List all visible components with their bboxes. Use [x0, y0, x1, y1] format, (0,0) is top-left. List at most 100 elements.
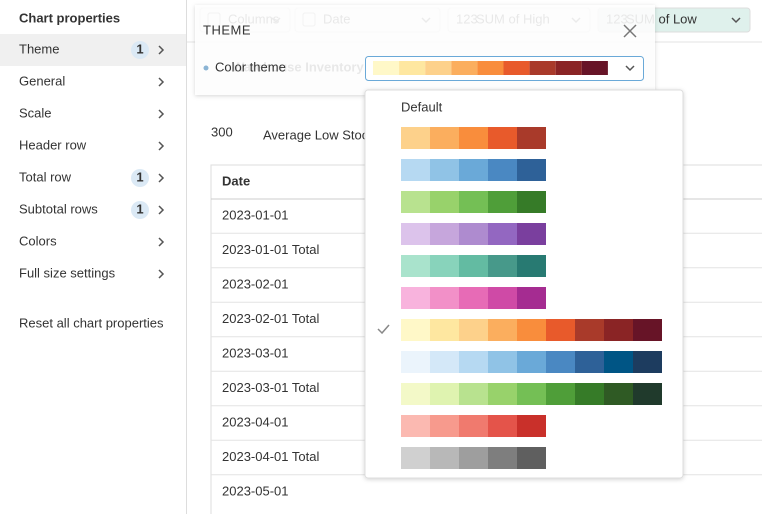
palette-swatch[interactable] — [517, 127, 546, 149]
palette-swatch[interactable] — [575, 351, 604, 373]
palette-swatch[interactable] — [604, 351, 633, 373]
palette-swatch[interactable] — [604, 319, 633, 341]
palette-swatch[interactable] — [401, 351, 430, 373]
palette-swatch[interactable] — [459, 191, 488, 213]
palette-swatch[interactable] — [430, 287, 459, 309]
palette-swatch[interactable] — [488, 255, 517, 277]
palette-swatch[interactable] — [488, 447, 517, 469]
palette-swatch[interactable] — [517, 223, 546, 245]
palette-swatch[interactable] — [459, 319, 488, 341]
palette-swatch[interactable] — [488, 159, 517, 181]
badge — [131, 169, 149, 187]
palette-swatch[interactable] — [517, 287, 546, 309]
palette-swatch[interactable] — [401, 159, 430, 181]
row-link[interactable]: 2023-04-01 — [222, 414, 289, 429]
badge-count: 1 — [136, 41, 143, 56]
field-dot — [203, 65, 209, 71]
palette-swatch[interactable] — [633, 319, 662, 341]
palette-swatch[interactable] — [517, 319, 546, 341]
palette-swatch[interactable] — [546, 351, 575, 373]
sidebar-title: Chart properties — [19, 10, 120, 25]
palette-swatch[interactable] — [430, 447, 459, 469]
palette-swatch[interactable] — [430, 255, 459, 277]
palette-swatch[interactable] — [459, 415, 488, 437]
palette-swatch[interactable] — [546, 319, 575, 341]
row-total: 2023-04-01 Total — [222, 449, 319, 464]
palette-swatch[interactable] — [401, 415, 430, 437]
palette-swatch[interactable] — [430, 223, 459, 245]
palette-swatch[interactable] — [401, 127, 430, 149]
palette-swatch[interactable] — [488, 287, 517, 309]
palette-swatch[interactable] — [459, 447, 488, 469]
selected-swatch — [451, 61, 478, 75]
menu-chevron — [158, 173, 165, 183]
selected-swatch — [503, 61, 530, 75]
menu-item[interactable]: General — [19, 73, 65, 88]
select-chevron — [625, 65, 635, 72]
palette-swatch[interactable] — [488, 127, 517, 149]
palette-swatch[interactable] — [401, 319, 430, 341]
palette-swatch[interactable] — [401, 191, 430, 213]
palette-swatch[interactable] — [401, 287, 430, 309]
palette-swatch[interactable] — [401, 447, 430, 469]
menu-item[interactable]: Header row — [19, 137, 87, 152]
palette-swatch[interactable] — [430, 415, 459, 437]
menu-item[interactable]: Colors — [19, 233, 57, 248]
palette-swatch[interactable] — [401, 383, 430, 405]
selected-swatch — [477, 61, 504, 75]
palette-swatch[interactable] — [401, 255, 430, 277]
palette-swatch[interactable] — [517, 447, 546, 469]
palette-swatch[interactable] — [430, 351, 459, 373]
palette-swatch[interactable] — [459, 383, 488, 405]
palette-swatch[interactable] — [517, 415, 546, 437]
badge-count: 1 — [136, 201, 143, 216]
row-link[interactable]: 2023-03-01 — [222, 345, 289, 360]
palette-swatch[interactable] — [488, 319, 517, 341]
palette-swatch[interactable] — [633, 351, 662, 373]
palette-swatch[interactable] — [517, 351, 546, 373]
palette-swatch[interactable] — [430, 319, 459, 341]
row-link[interactable]: 2023-01-01 — [222, 207, 289, 222]
palette-swatch[interactable] — [517, 191, 546, 213]
row-link[interactable]: 2023-02-01 — [222, 276, 289, 291]
selected-swatch — [425, 61, 452, 75]
menu-item[interactable]: Theme — [19, 41, 59, 56]
palette-swatch[interactable] — [401, 223, 430, 245]
palette-swatch[interactable] — [488, 223, 517, 245]
palette-swatch[interactable] — [488, 415, 517, 437]
palette-swatch[interactable] — [575, 383, 604, 405]
menu-chevron — [158, 45, 165, 55]
menu-item[interactable]: Total row — [19, 169, 72, 184]
palette-swatch[interactable] — [430, 191, 459, 213]
row-link[interactable]: 2023-05-01 — [222, 483, 289, 498]
menu-item[interactable]: Full size settings — [19, 265, 116, 280]
option-default[interactable]: Default — [401, 99, 443, 114]
palette-swatch[interactable] — [546, 383, 575, 405]
theme-panel — [195, 5, 655, 95]
palette-swatch[interactable] — [459, 159, 488, 181]
palette-swatch[interactable] — [517, 383, 546, 405]
menu-item[interactable]: Scale — [19, 105, 52, 120]
menu-item[interactable]: Subtotal rows — [19, 201, 98, 216]
palette-swatch[interactable] — [488, 351, 517, 373]
palette-swatch[interactable] — [604, 383, 633, 405]
palette-swatch[interactable] — [459, 127, 488, 149]
sidebar — [0, 0, 186, 514]
close-button[interactable] — [623, 24, 637, 38]
palette-swatch[interactable] — [459, 255, 488, 277]
palette-swatch[interactable] — [459, 287, 488, 309]
palette-swatch[interactable] — [517, 159, 546, 181]
palette-swatch[interactable] — [488, 383, 517, 405]
selected-swatch — [555, 61, 582, 75]
palette-swatch[interactable] — [430, 383, 459, 405]
row-total: 2023-01-01 Total — [222, 242, 319, 257]
palette-swatch[interactable] — [575, 319, 604, 341]
palette-swatch[interactable] — [488, 191, 517, 213]
palette-swatch[interactable] — [430, 127, 459, 149]
palette-swatch[interactable] — [459, 351, 488, 373]
palette-swatch[interactable] — [633, 383, 662, 405]
reset-link[interactable]: Reset all chart properties — [19, 315, 164, 330]
palette-swatch[interactable] — [459, 223, 488, 245]
palette-swatch[interactable] — [517, 255, 546, 277]
palette-swatch[interactable] — [430, 159, 459, 181]
